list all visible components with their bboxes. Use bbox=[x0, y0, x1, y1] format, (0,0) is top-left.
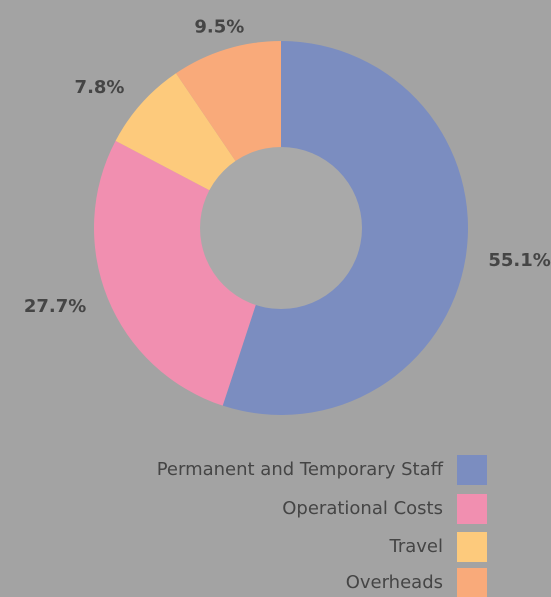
donut-hole bbox=[200, 147, 362, 309]
legend-label: Operational Costs bbox=[282, 498, 443, 519]
value-label: 27.7% bbox=[24, 296, 86, 317]
value-label: 7.8% bbox=[75, 77, 125, 98]
legend-swatch bbox=[457, 532, 487, 562]
legend-label: Permanent and Temporary Staff bbox=[157, 459, 444, 480]
legend-swatch bbox=[457, 568, 487, 597]
value-label: 55.1% bbox=[488, 250, 550, 271]
legend-label: Travel bbox=[388, 536, 443, 557]
legend-swatch bbox=[457, 494, 487, 524]
legend-swatch bbox=[457, 455, 487, 485]
legend-label: Overheads bbox=[346, 572, 443, 593]
value-label: 9.5% bbox=[194, 16, 244, 37]
